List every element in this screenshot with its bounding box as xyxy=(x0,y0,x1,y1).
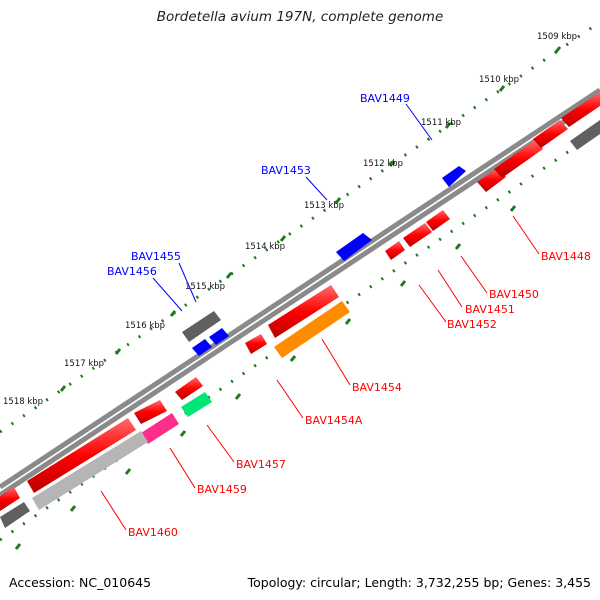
gene-bar-bav1455[interactable] xyxy=(209,328,229,345)
gene-bar-bav1453[interactable] xyxy=(336,233,372,261)
leader-bav1451 xyxy=(437,269,463,308)
leader-bav1450 xyxy=(460,255,488,294)
leader-bav1452 xyxy=(418,284,447,323)
leader-bav1453 xyxy=(305,176,328,201)
tick-label-1509: 1509 kbp xyxy=(537,32,577,42)
backbone-inner xyxy=(0,95,600,498)
tick-label-1518: 1518 kbp xyxy=(3,397,43,407)
label-bav1455[interactable]: BAV1455 xyxy=(131,250,181,263)
topology-text: Topology: circular; Length: 3,732,255 bp… xyxy=(247,575,591,590)
gene-bar-red-d[interactable] xyxy=(245,334,267,354)
gene-bar-red-c[interactable] xyxy=(561,92,600,127)
tick-label-1516: 1516 kbp xyxy=(125,321,165,331)
label-bav1457[interactable]: BAV1457 xyxy=(236,458,286,471)
gene-bar-trna[interactable] xyxy=(181,392,212,417)
gene-bar-red-f[interactable] xyxy=(27,418,136,493)
tick-label-1512: 1512 kbp xyxy=(363,159,403,169)
tick-label-1515: 1515 kbp xyxy=(185,282,225,292)
leader-bav1460 xyxy=(100,490,127,531)
gene-bar-red-b[interactable] xyxy=(533,120,568,148)
pseudo-gene-bar-3[interactable] xyxy=(0,502,30,528)
label-bav1450[interactable]: BAV1450 xyxy=(489,288,539,301)
gene-bar-bav1457[interactable] xyxy=(175,377,203,400)
gene-bar-bav1460[interactable] xyxy=(32,431,148,510)
leader-bav1449 xyxy=(405,103,433,141)
label-bav1456[interactable]: BAV1456 xyxy=(107,265,157,278)
reverse-genes xyxy=(0,92,600,511)
label-bav1453[interactable]: BAV1453 xyxy=(261,164,311,177)
gene-bar-red-g[interactable] xyxy=(0,487,20,511)
leader-lines xyxy=(100,103,540,531)
leader-bav1448 xyxy=(512,215,540,255)
gene-bar-bav1454[interactable] xyxy=(274,301,350,358)
gene-bar-bav1451[interactable] xyxy=(403,223,432,247)
gene-bar-bav1459[interactable] xyxy=(141,413,179,444)
major-ticks xyxy=(14,46,562,550)
leader-bav1454a xyxy=(276,379,304,419)
gene-bar-bav1449[interactable] xyxy=(442,166,466,187)
label-bav1449[interactable]: BAV1449 xyxy=(360,92,410,105)
leader-bav1454 xyxy=(321,338,351,386)
label-bav1452[interactable]: BAV1452 xyxy=(447,318,497,331)
tick-label-1513: 1513 kbp xyxy=(304,201,344,211)
leader-bav1459 xyxy=(169,447,196,489)
tick-label-1511: 1511 kbp xyxy=(421,118,461,128)
leader-bav1457 xyxy=(206,424,235,463)
tick-label-1514: 1514 kbp xyxy=(245,242,285,252)
tick-label-1517: 1517 kbp xyxy=(64,359,104,369)
gene-bar-bav1454a[interactable] xyxy=(268,285,339,338)
label-bav1454a[interactable]: BAV1454A xyxy=(305,414,363,427)
label-bav1451[interactable]: BAV1451 xyxy=(465,303,515,316)
label-bav1459[interactable]: BAV1459 xyxy=(197,483,247,496)
label-bav1454[interactable]: BAV1454 xyxy=(352,381,402,394)
leader-bav1455 xyxy=(178,262,197,303)
pseudo-gene-bar-1[interactable] xyxy=(182,311,221,342)
label-bav1460[interactable]: BAV1460 xyxy=(128,526,178,539)
pseudo-gene-bar-2[interactable] xyxy=(570,120,600,150)
gene-bar-bav1450[interactable] xyxy=(426,210,450,231)
accession-text: Accession: NC_010645 xyxy=(9,575,152,590)
gene-bar-red-e[interactable] xyxy=(134,400,167,424)
backbone-outer xyxy=(0,87,600,490)
forward-genes xyxy=(0,120,600,528)
gene-bar-bav1452[interactable] xyxy=(385,241,405,260)
leader-bav1456 xyxy=(152,277,183,312)
gene-bar-bav1456[interactable] xyxy=(192,339,212,356)
gene-bar-red-a[interactable] xyxy=(494,140,543,178)
map-title: Bordetella avium 197N, complete genome xyxy=(156,9,444,25)
label-bav1448[interactable]: BAV1448 xyxy=(541,250,591,263)
tick-label-1510: 1510 kbp xyxy=(479,75,519,85)
